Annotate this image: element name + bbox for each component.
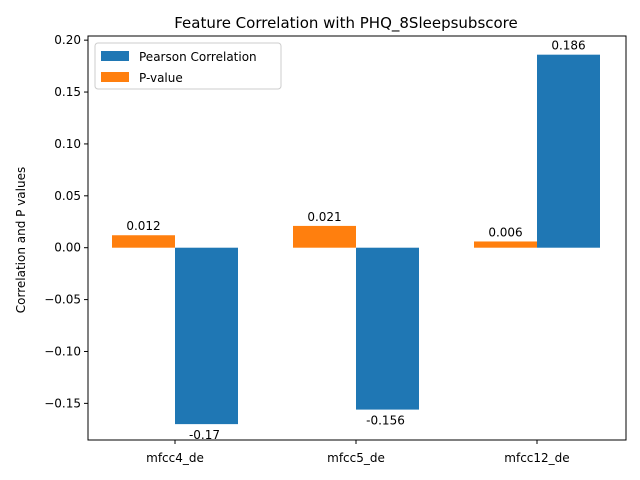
- y-tick-label: 0.20: [54, 33, 81, 47]
- legend-swatch: [101, 72, 129, 82]
- data-label-pearson-mfcc12_de: 0.186: [551, 39, 585, 53]
- y-tick-label: −0.05: [44, 293, 81, 307]
- legend-label: Pearson Correlation: [139, 50, 257, 64]
- bar-p-value-mfcc12_de: [474, 241, 537, 248]
- bars-group: [112, 54, 600, 425]
- axes-group: −0.15 −0.10 −0.05 0.00 0.05 0.10 0.15 0.20 mfcc4…: [44, 33, 627, 465]
- y-tick-label: 0.00: [54, 241, 81, 255]
- y-tick-label: −0.15: [44, 396, 81, 410]
- bar-p-value-mfcc4_de: [112, 235, 175, 248]
- data-labels-group: 0.012 -0.17 0.021 -0.156 0.006 0.186: [126, 39, 585, 442]
- y-tick-label: 0.10: [54, 137, 81, 151]
- bar-pearson-mfcc5_de: [356, 247, 419, 410]
- plot-frame: [87, 35, 627, 441]
- x-tick-label-mfcc5_de: mfcc5_de: [327, 451, 385, 465]
- legend: Pearson Correlation P-value: [94, 42, 282, 90]
- y-tick-label: −0.10: [44, 344, 81, 358]
- legend-label: P-value: [139, 71, 183, 85]
- data-label-pearson-mfcc5_de: -0.156: [366, 414, 405, 428]
- bar-pearson-mfcc4_de: [175, 247, 238, 425]
- y-tick-label: 0.05: [54, 189, 81, 203]
- chart-title: Feature Correlation with PHQ_8Sleepsubsc…: [174, 14, 518, 33]
- data-label-p-value-mfcc5_de: 0.021: [307, 210, 341, 224]
- y-tick-label: 0.15: [54, 85, 81, 99]
- data-label-pearson-mfcc4_de: -0.17: [189, 428, 220, 442]
- bar-p-value-mfcc5_de: [293, 225, 356, 248]
- legend-box: [94, 42, 282, 90]
- data-label-p-value-mfcc12_de: 0.006: [488, 225, 522, 239]
- legend-swatch: [101, 51, 129, 61]
- data-label-p-value-mfcc4_de: 0.012: [126, 219, 160, 233]
- x-tick-label-mfcc12_de: mfcc12_de: [504, 451, 569, 465]
- x-tick-label-mfcc4_de: mfcc4_de: [146, 451, 204, 465]
- bar-pearson-mfcc12_de: [537, 54, 600, 248]
- y-axis-label: Correlation and P values: [14, 167, 28, 313]
